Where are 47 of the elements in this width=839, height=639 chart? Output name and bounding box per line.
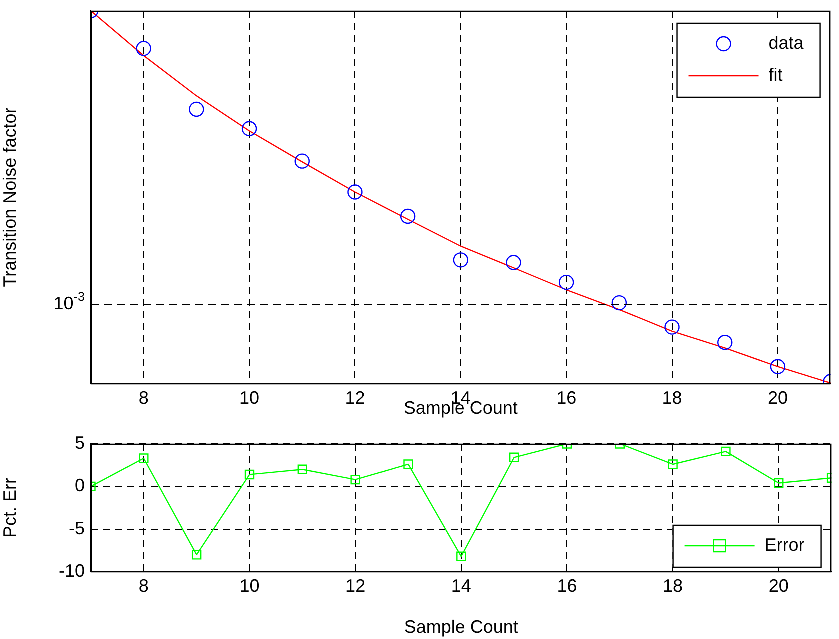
point	[139, 454, 149, 464]
y-axis-title: Transition Noise factor	[0, 108, 20, 288]
x-tick-label: 12	[345, 388, 366, 408]
point	[668, 460, 678, 470]
point	[718, 334, 733, 350]
point	[509, 452, 520, 462]
x-tick-label: 10	[240, 576, 260, 596]
point	[192, 550, 202, 560]
y-tick-label: -10	[58, 560, 85, 581]
x-tick-label: 18	[663, 576, 684, 596]
point	[664, 320, 680, 335]
y-axis-title: Pct. Err	[0, 478, 20, 538]
x-tick-label: 12	[346, 576, 366, 596]
point	[506, 255, 522, 270]
x-tick-label: 8	[138, 388, 149, 408]
point	[453, 252, 468, 268]
x-tick-label: 14	[451, 576, 472, 596]
x-tick-label: 16	[557, 576, 578, 596]
point	[774, 478, 784, 488]
point	[558, 274, 574, 290]
x-tick-label: 18	[662, 388, 682, 408]
x-tick-label: 10	[240, 388, 260, 408]
legend-label: data	[768, 32, 805, 53]
point	[612, 295, 628, 311]
y-tick-label: -5	[68, 518, 86, 538]
y-tick-label: 5	[74, 432, 86, 453]
point	[350, 475, 360, 485]
point	[298, 464, 308, 474]
point	[404, 460, 414, 470]
point	[294, 154, 310, 169]
legend-label: fit	[768, 64, 783, 85]
point	[136, 41, 152, 56]
legend-label: Error	[764, 534, 805, 555]
x-tick-label: 8	[138, 576, 149, 596]
x-tick-label: 20	[768, 388, 788, 408]
point	[348, 184, 363, 200]
y-tick-label: 0	[74, 476, 86, 496]
x-tick-label: 20	[768, 576, 789, 596]
point	[189, 102, 204, 118]
x-axis-title: Sample Count	[404, 617, 518, 638]
point	[770, 359, 786, 374]
x-tick-label: 16	[556, 388, 577, 408]
point	[400, 208, 416, 224]
point	[721, 446, 731, 457]
point	[242, 121, 258, 136]
point	[456, 552, 466, 562]
point	[244, 470, 255, 480]
